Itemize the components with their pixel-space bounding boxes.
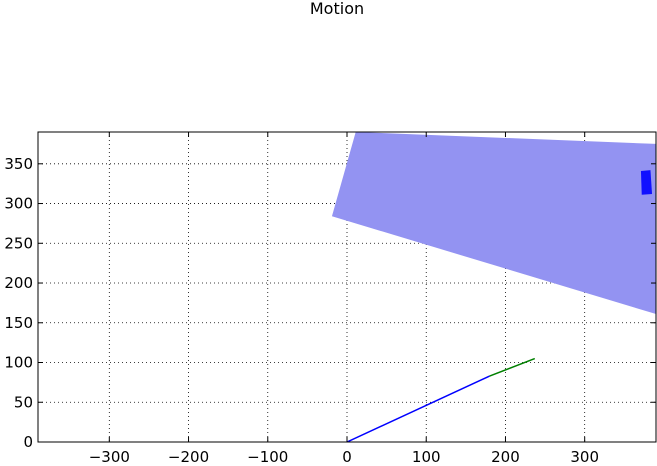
y-tick-label: 150 [4,314,33,332]
x-tick-label: 200 [491,448,520,466]
series-line [489,357,536,377]
y-tick-label: 300 [4,195,33,213]
y-tick-label: 0 [23,433,33,451]
plot-area: −300 −200 −100 0 100 200 300 0 50 100 150 200 250 300… [4,131,657,466]
y-tick-label: 200 [4,274,33,292]
y-tick-label: 100 [4,354,33,372]
marker-shape [640,170,653,195]
x-tick-label: −300 [89,448,130,466]
x-tick-label: −200 [168,448,209,466]
y-tick-label: 350 [4,155,33,173]
x-tick-label: 100 [412,448,441,466]
x-tick-label: −100 [247,448,288,466]
y-tick-label: 50 [14,393,33,411]
x-tick-label: 300 [570,448,599,466]
y-tick-label: 250 [4,234,33,252]
x-tick-label: 0 [342,448,352,466]
series-line [346,375,490,442]
chart-title: Motion [310,0,364,18]
region-shape [331,132,656,315]
